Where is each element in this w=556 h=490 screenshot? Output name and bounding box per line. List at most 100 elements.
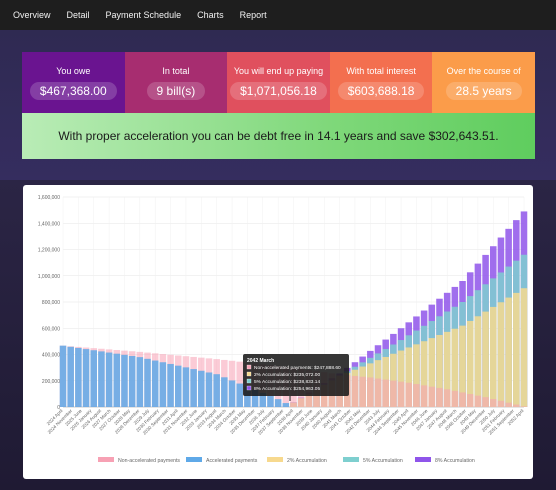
bar-acc2 bbox=[436, 334, 443, 407]
bar-accelerated bbox=[75, 347, 82, 407]
bar-accelerated bbox=[82, 349, 90, 407]
tile-value: 9 bill(s) bbox=[146, 82, 206, 100]
nav-charts[interactable]: Charts bbox=[197, 10, 224, 20]
nav-payment-schedule[interactable]: Payment Schedule bbox=[105, 10, 182, 20]
tile-value: $1,071,056.18 bbox=[230, 82, 327, 100]
legend-label: 8% Accumulation bbox=[435, 458, 475, 464]
bar-accelerated bbox=[98, 351, 105, 407]
nav-report[interactable]: Report bbox=[239, 10, 267, 20]
bar-non_accelerated bbox=[382, 379, 389, 407]
bar-acc2 bbox=[390, 353, 397, 407]
tile-you-owe: You owe $467,368.00 bbox=[22, 52, 125, 113]
bar-accelerated bbox=[251, 389, 259, 407]
bar-non_accelerated bbox=[520, 406, 528, 407]
bar-acc2 bbox=[482, 311, 489, 407]
bar-non_accelerated bbox=[497, 400, 505, 407]
bar-accelerated bbox=[267, 396, 274, 407]
bar-non_accelerated bbox=[367, 377, 374, 407]
bar-non_accelerated bbox=[390, 380, 397, 407]
bar-non_accelerated bbox=[513, 404, 520, 407]
tile-label: In total bbox=[162, 66, 190, 76]
bar-non_accelerated bbox=[420, 385, 428, 407]
bar-acc2 bbox=[459, 325, 466, 407]
bar-non_accelerated bbox=[474, 395, 482, 407]
chart-card: 0 200,000 400,000 600,000 800,000 1,000,000 1,… bbox=[23, 185, 533, 479]
y-tick-label: 1,400,000 bbox=[38, 221, 60, 227]
summary-card: You owe $467,368.00 In total 9 bill(s) Y… bbox=[22, 52, 535, 159]
legend-swatch bbox=[267, 457, 283, 462]
tile-label: You owe bbox=[56, 66, 91, 76]
legend-swatch bbox=[415, 457, 431, 462]
y-tick-label: 200,000 bbox=[42, 379, 60, 385]
tile-value: $467,368.00 bbox=[29, 82, 117, 100]
bar-acc2 bbox=[497, 302, 505, 407]
legend-label: Non-accelerated payments bbox=[118, 458, 180, 464]
bar-accelerated bbox=[274, 399, 282, 407]
legend-swatch bbox=[186, 457, 202, 462]
y-tick-label: 1,600,000 bbox=[38, 195, 60, 201]
bar-non_accelerated bbox=[459, 392, 466, 407]
tile-end-up-paying: You will end up paying $1,071,056.18 bbox=[227, 52, 330, 113]
bar-accelerated bbox=[128, 355, 136, 407]
bar-acc2 bbox=[420, 341, 428, 407]
y-tick-label: 400,000 bbox=[42, 353, 60, 359]
bar-non_accelerated bbox=[374, 378, 382, 407]
tooltip-line: 2% Accumulation: $235,072.00 bbox=[254, 372, 320, 378]
y-tick-label: 600,000 bbox=[42, 326, 60, 332]
bar-acc2 bbox=[474, 316, 482, 407]
legend-swatch bbox=[98, 457, 114, 462]
bar-accelerated bbox=[205, 372, 213, 407]
tile-course-duration: Over the course of 28.5 years bbox=[432, 52, 535, 113]
bar-accelerated bbox=[167, 363, 174, 407]
bar-accelerated bbox=[136, 357, 144, 407]
top-navigation: Overview Detail Payment Schedule Charts … bbox=[0, 0, 556, 30]
bar-accelerated bbox=[221, 377, 228, 407]
tile-value: $603,688.18 bbox=[337, 82, 425, 100]
bar-accelerated bbox=[105, 352, 113, 407]
tooltip-line: 5% Accumulation: $238,833.14 bbox=[254, 379, 320, 385]
bar-accelerated bbox=[198, 370, 205, 407]
bar-accelerated bbox=[228, 380, 236, 407]
tile-value: 28.5 years bbox=[445, 82, 522, 100]
bar-non_accelerated bbox=[505, 402, 512, 407]
bar-accelerated bbox=[151, 360, 159, 407]
y-tick-label: 1,200,000 bbox=[38, 248, 60, 254]
bar-accelerated bbox=[190, 369, 197, 407]
bar-accelerated bbox=[121, 354, 128, 407]
bar-accelerated bbox=[159, 362, 167, 407]
bar-acc2 bbox=[451, 328, 459, 407]
y-tick-label: 1,000,000 bbox=[38, 274, 60, 280]
bar-accelerated bbox=[144, 358, 151, 407]
bar-acc2 bbox=[513, 292, 520, 407]
bar-non_accelerated bbox=[351, 375, 359, 407]
tile-label: With total interest bbox=[346, 66, 416, 76]
bar-non_accelerated bbox=[428, 386, 436, 407]
tile-in-total: In total 9 bill(s) bbox=[124, 52, 228, 113]
tooltip-line: Non-accelerated payments: $247,888.60 bbox=[254, 365, 341, 371]
bar-non_accelerated bbox=[359, 376, 366, 407]
bar-accelerated bbox=[90, 350, 97, 407]
bar-non_accelerated bbox=[490, 398, 497, 407]
bar-accelerated bbox=[244, 386, 251, 407]
nav-detail[interactable]: Detail bbox=[66, 10, 90, 20]
tooltip-swatch bbox=[246, 385, 252, 391]
y-tick-label: 0 bbox=[57, 405, 60, 411]
bar-non_accelerated bbox=[436, 387, 443, 407]
tile-label: Over the course of bbox=[446, 66, 521, 76]
bar-accelerated bbox=[259, 392, 267, 407]
bar-acc2 bbox=[490, 306, 497, 407]
debt-free-banner: With proper acceleration you can be debt… bbox=[22, 113, 535, 159]
bar-accelerated bbox=[213, 374, 220, 407]
bar-acc2 bbox=[428, 338, 436, 407]
legend-label: 2% Accumulation bbox=[287, 458, 327, 464]
bar-non_accelerated bbox=[451, 390, 459, 407]
bar-non_accelerated bbox=[413, 384, 420, 407]
bar-non_accelerated bbox=[482, 397, 489, 407]
tile-label: You will end up paying bbox=[233, 66, 324, 76]
tooltip-swatch bbox=[246, 364, 252, 370]
nav-overview[interactable]: Overview bbox=[13, 10, 51, 20]
bar-acc2 bbox=[405, 347, 413, 407]
payment-chart[interactable]: 0 200,000 400,000 600,000 800,000 1,000,000 1,… bbox=[23, 185, 533, 479]
bar-non_accelerated bbox=[443, 389, 451, 407]
bar-acc2 bbox=[466, 320, 474, 407]
